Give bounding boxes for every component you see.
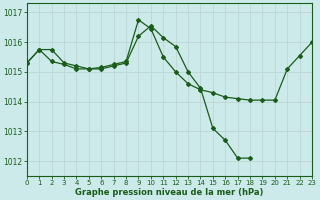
X-axis label: Graphe pression niveau de la mer (hPa): Graphe pression niveau de la mer (hPa) — [75, 188, 264, 197]
